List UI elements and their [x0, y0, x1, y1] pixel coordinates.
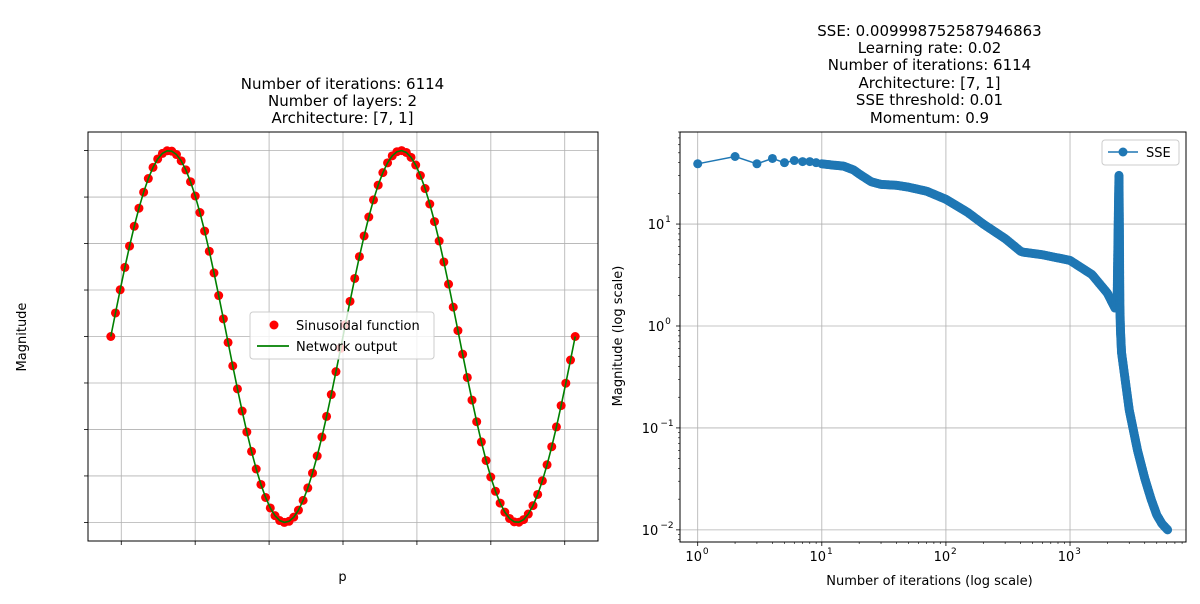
sse-x-tick-label: 10 — [810, 550, 827, 565]
sse-y-tick-label: 10 — [648, 320, 665, 335]
sse-point — [798, 157, 808, 167]
sse-legend-marker — [1118, 147, 1128, 157]
sinusoid-point — [570, 331, 580, 341]
sse-x-tick-label: 10 — [685, 550, 702, 565]
sinusoid-legend-label-1: Sinusoidal function — [296, 319, 420, 334]
sse-point — [1163, 525, 1173, 535]
sse-y-tick-label: 10 — [648, 218, 665, 233]
sinusoid-title-line-2: Number of layers: 2 — [268, 92, 417, 110]
sse-ticks: 10 0 10 1 10 2 10 310 −210 −110 010 1 — [642, 131, 1183, 565]
sse-plot-frame — [679, 131, 1187, 543]
sse-title-line-5: SSE threshold: 0.01 — [856, 91, 1003, 109]
sinusoid-title-line-3: Architecture: [7, 1] — [272, 109, 414, 127]
sse-y-tick-exponent: −2 — [660, 521, 673, 531]
sse-ylabel: Magnitude (log scale) — [611, 266, 626, 407]
sse-chart: 10 0 10 1 10 2 10 310 −210 −110 010 1 SSE: 0.009998… — [611, 22, 1187, 589]
sse-point — [693, 159, 703, 169]
sinusoid-ylabel: Magnitude — [15, 303, 30, 372]
sse-x-tick-exponent: 1 — [827, 547, 833, 557]
sse-title-line-2: Learning rate: 0.02 — [858, 39, 1002, 57]
sse-y-tick-exponent: 1 — [665, 215, 671, 225]
sinusoid-legend-marker — [269, 320, 279, 330]
sse-point — [789, 156, 799, 166]
sse-point — [767, 153, 777, 163]
sinusoid-legend-label-2: Network output — [296, 340, 397, 355]
sse-y-tick-label: 10 — [642, 422, 659, 437]
sinusoid-ticks — [84, 150, 566, 545]
sse-x-tick-exponent: 3 — [1075, 547, 1081, 557]
sse-legend: SSE — [1101, 139, 1180, 166]
sinusoid-xlabel: p — [338, 570, 346, 585]
sse-xlabel: Number of iterations (log scale) — [826, 574, 1032, 589]
sse-title-line-3: Number of iterations: 6114 — [828, 56, 1031, 74]
sinusoid-point — [106, 332, 116, 342]
sinusoid-title-line-1: Number of iterations: 6114 — [241, 75, 444, 93]
sse-legend-label: SSE — [1146, 146, 1171, 161]
sse-title-line-1: SSE: 0.009998752587946863 — [817, 22, 1041, 40]
sinusoid-chart: Number of iterations: 6114 Number of lay… — [15, 75, 599, 585]
sinusoid-legend: Sinusoidal function Network output — [249, 311, 435, 360]
sse-grid — [680, 132, 1186, 542]
sse-point — [730, 151, 740, 161]
sse-y-tick-exponent: 0 — [665, 317, 671, 327]
sse-y-tick-label: 10 — [642, 524, 659, 539]
sse-point — [752, 159, 762, 169]
sse-title-line-4: Architecture: [7, 1] — [859, 74, 1001, 92]
sse-x-tick-exponent: 2 — [951, 547, 957, 557]
sse-point — [779, 158, 789, 168]
sinusoid-legend-box — [249, 311, 435, 360]
sse-x-tick-exponent: 0 — [703, 547, 709, 557]
sse-x-tick-label: 10 — [934, 550, 951, 565]
sse-y-tick-exponent: −1 — [660, 419, 673, 429]
sse-x-tick-label: 10 — [1058, 550, 1075, 565]
sse-series — [693, 151, 1173, 535]
sse-legend-box — [1101, 139, 1180, 166]
sse-title-line-6: Momentum: 0.9 — [870, 109, 989, 127]
